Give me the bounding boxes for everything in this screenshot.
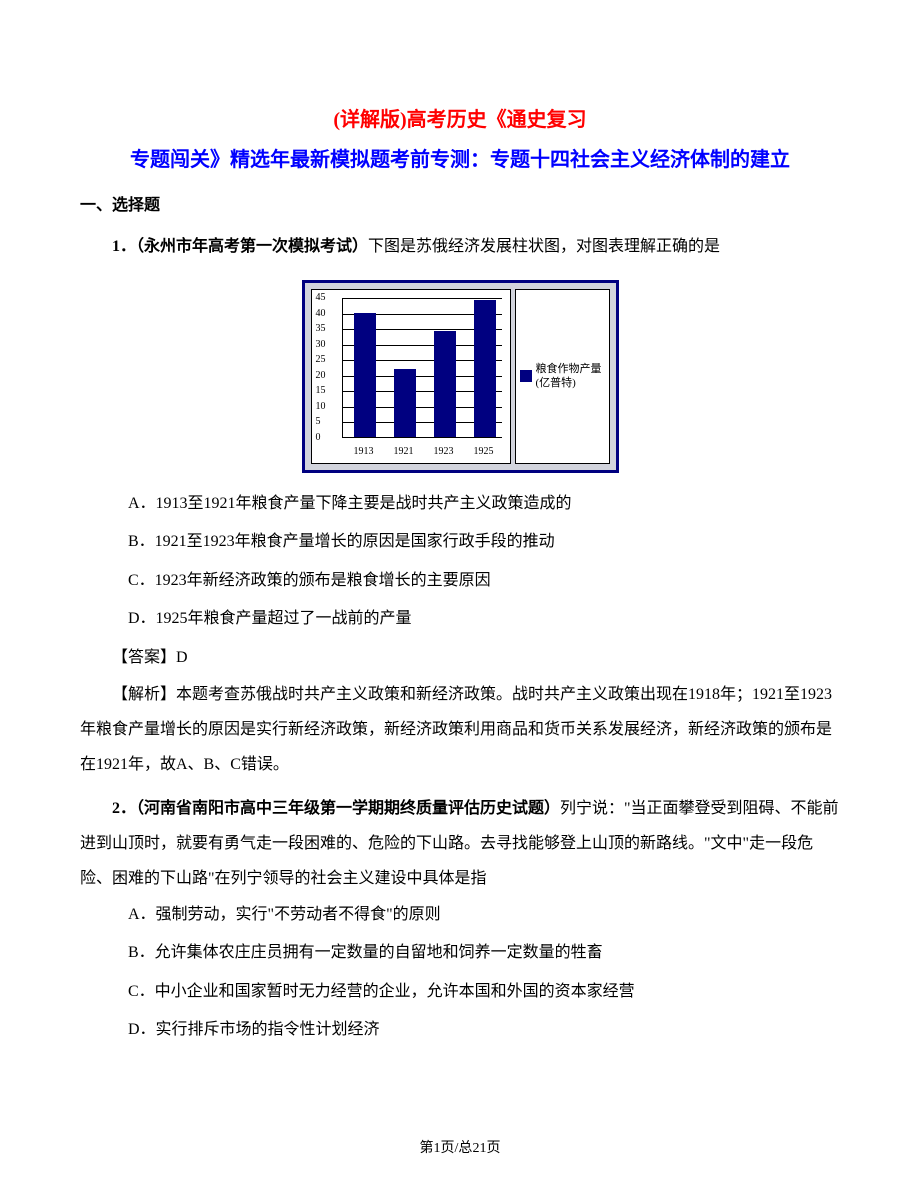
legend-line-1: 粮食作物产量 (536, 363, 602, 375)
y-tick-label: 20 (316, 371, 326, 381)
q1-answer: 【答案】D (112, 639, 840, 677)
footer-cur: 1 (434, 1141, 441, 1156)
footer-prefix: 第 (420, 1141, 434, 1156)
legend-text: 粮食作物产量 (亿普特) (536, 362, 602, 391)
y-tick-label: 35 (316, 324, 326, 334)
y-tick-label: 15 (316, 386, 326, 396)
y-tick-label: 0 (316, 433, 321, 443)
footer-mid: 页/总 (441, 1141, 473, 1156)
legend-frame: 粮食作物产量 (亿普特) (515, 289, 610, 464)
q1-option-c: C．1923年新经济政策的颁布是粮食增长的主要原因 (128, 562, 840, 600)
q1-option-d: D．1925年粮食产量超过了一战前的产量 (128, 600, 840, 638)
q2-option-b: B．允许集体农庄庄员拥有一定数量的自留地和饲养一定数量的牲畜 (128, 934, 840, 972)
legend-line-2: (亿普特) (536, 377, 576, 389)
chart-bar (434, 331, 456, 437)
title-line-2: 专题闯关》精选年最新模拟题考前专测：专题十四社会主义经济体制的建立 (80, 140, 840, 180)
q1-num-source: 1．（永州市年高考第一次模拟考试） (112, 238, 368, 255)
q2-option-c: C．中小企业和国家暂时无力经营的企业，允许本国和外国的资本家经营 (128, 973, 840, 1011)
chart-bar (394, 369, 416, 437)
footer-suffix: 页 (486, 1141, 500, 1156)
q2-stem-line: 2．（河南省南阳市高中三年级第一学期期终质量评估历史试题）列宁说："当正面攀登受… (80, 791, 840, 897)
footer-total: 21 (472, 1141, 486, 1156)
q1-answer-value: D (176, 649, 188, 666)
chart-frame: 0 5 10 15 20 25 30 35 40 45 1913 1921 1923 1925 粮食作物产… (302, 280, 619, 473)
q1-option-b: B．1921至1923年粮食产量增长的原因是国家行政手段的推动 (128, 523, 840, 561)
x-tick-label: 1923 (434, 447, 454, 457)
chart-bar (354, 313, 376, 437)
y-tick-label: 30 (316, 340, 326, 350)
q1-explain-body: 本题考查苏俄战时共产主义政策和新经济政策。战时共产主义政策出现在1918年；19… (80, 686, 832, 773)
plot-frame: 0 5 10 15 20 25 30 35 40 45 1913 1921 1923 1925 (311, 289, 511, 464)
q2-option-d: D．实行排斥市场的指令性计划经济 (128, 1011, 840, 1049)
q1-stem-line: 1．（永州市年高考第一次模拟考试）下图是苏俄经济发展柱状图，对图表理解正确的是 (80, 229, 840, 264)
x-tick-label: 1921 (394, 447, 414, 457)
title-line-1: (详解版)高考历史《通史复习 (80, 100, 840, 140)
y-tick-label: 40 (316, 309, 326, 319)
q1-answer-label: 【答案】 (112, 649, 176, 666)
q2-num-source: 2．（河南省南阳市高中三年级第一学期期终质量评估历史试题） (112, 800, 560, 817)
q2-option-a: A．强制劳动，实行"不劳动者不得食"的原则 (128, 896, 840, 934)
q1-option-a: A．1913至1921年粮食产量下降主要是战时共产主义政策造成的 (128, 485, 840, 523)
chart-bar (474, 300, 496, 437)
plot-area (342, 298, 502, 438)
page-footer: 第1页/总21页 (0, 1136, 920, 1161)
q1-explanation: 【解析】本题考查苏俄战时共产主义政策和新经济政策。战时共产主义政策出现在1918… (80, 677, 840, 783)
gridline (343, 298, 502, 299)
x-tick-label: 1913 (354, 447, 374, 457)
y-tick-label: 45 (316, 293, 326, 303)
chart-wrapper: 0 5 10 15 20 25 30 35 40 45 1913 1921 1923 1925 粮食作物产… (80, 280, 840, 473)
q1-explain-label: 【解析】 (112, 686, 176, 703)
y-tick-label: 5 (316, 417, 321, 427)
y-tick-label: 25 (316, 355, 326, 365)
y-tick-label: 10 (316, 402, 326, 412)
section-heading: 一、选择题 (80, 192, 840, 221)
x-tick-label: 1925 (474, 447, 494, 457)
q1-stem-text: 下图是苏俄经济发展柱状图，对图表理解正确的是 (368, 238, 720, 255)
legend-swatch (520, 370, 532, 382)
